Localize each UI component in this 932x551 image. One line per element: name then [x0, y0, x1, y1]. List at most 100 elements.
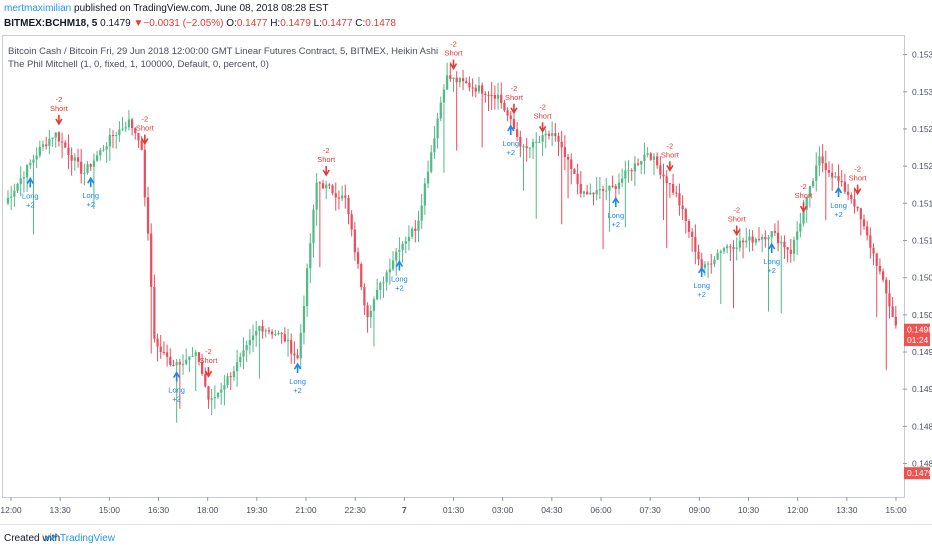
candle-body — [372, 299, 376, 311]
long-signal[interactable]: Long+2 — [82, 176, 99, 209]
candle-body — [554, 133, 557, 137]
short-signal[interactable]: Short-2 — [505, 84, 524, 115]
candle-body — [811, 180, 815, 187]
candle-body — [245, 345, 248, 351]
candle-body — [598, 189, 601, 191]
candle-body — [283, 334, 286, 342]
candle-body — [60, 141, 64, 143]
candle-body — [700, 259, 703, 268]
candle-body — [376, 289, 379, 300]
candle-body — [105, 146, 108, 150]
candle-body — [496, 94, 500, 99]
candle-body — [127, 119, 131, 128]
short-signal[interactable]: Short-2 — [661, 141, 680, 172]
open-value: 0.1477 — [236, 18, 268, 29]
candle-body — [878, 265, 882, 272]
short-label: Short — [505, 93, 524, 102]
short-signal[interactable]: Short-2 — [795, 182, 814, 213]
long-arrow-icon — [698, 266, 706, 277]
short-signal[interactable]: Short-2 — [317, 146, 336, 177]
footer: Created with TradingView — [0, 524, 932, 551]
candle-body — [19, 178, 22, 184]
candle-body — [662, 174, 665, 177]
candle-body — [487, 94, 490, 96]
short-signal[interactable]: Short-2 — [445, 40, 464, 71]
tradingview-brand[interactable]: TradingView — [60, 533, 116, 544]
short-signal[interactable]: Short-2 — [136, 115, 155, 146]
long-label: Long — [693, 281, 710, 290]
long-amount: +2 — [172, 395, 181, 404]
long-signal[interactable]: Long+2 — [693, 266, 710, 299]
price-label-box — [904, 334, 930, 347]
candle-body — [573, 169, 576, 174]
author-link[interactable]: mertmaximilian — [4, 3, 72, 14]
short-arrow-icon — [449, 59, 458, 71]
candle-body — [130, 119, 134, 129]
short-label: Short — [795, 191, 814, 200]
candle-body — [137, 133, 140, 141]
long-signal[interactable]: Long+2 — [763, 242, 780, 275]
candle-body — [481, 85, 484, 94]
long-signal[interactable]: Long+2 — [22, 176, 39, 210]
price-chart[interactable]: Long+2Short-2Long+2Short-2Long+2Short-2L… — [0, 0, 932, 524]
candle-body — [528, 147, 531, 149]
candle-body — [398, 250, 401, 252]
candle-body — [633, 163, 636, 172]
candle-body — [401, 243, 404, 251]
candle-body — [391, 260, 395, 270]
candle-body — [80, 161, 83, 174]
short-label: Short — [661, 150, 680, 159]
candle-body — [194, 352, 197, 356]
x-tick-label: 7 — [402, 505, 407, 515]
candle-body — [831, 172, 834, 178]
candle-body — [792, 239, 796, 254]
y-tick-label: 0.1515 — [912, 198, 932, 208]
candle-body — [776, 232, 780, 244]
long-signal[interactable]: Long+2 — [391, 259, 408, 293]
short-label: Short — [445, 49, 464, 58]
candle-body — [605, 190, 608, 192]
series-legend[interactable]: Bitcoin Cash / Bitcoin Fri, 29 Jun 2018 … — [8, 46, 439, 57]
candle-body — [267, 330, 271, 332]
candle-body — [86, 164, 89, 173]
candle-body — [875, 253, 878, 266]
candle-body — [309, 243, 312, 269]
candle-body — [535, 141, 538, 143]
candle-body — [328, 184, 331, 186]
candle-body — [360, 264, 363, 288]
candle-body — [783, 241, 786, 248]
long-signal[interactable]: Long+2 — [289, 362, 306, 395]
long-label: Long — [607, 211, 624, 220]
x-tick-label: 12:00 — [0, 505, 22, 515]
candle-body — [411, 228, 414, 237]
candle-body — [306, 268, 309, 307]
short-signal[interactable]: Short-2 — [50, 95, 69, 126]
candle-body — [248, 340, 251, 346]
long-signal[interactable]: Long+2 — [168, 371, 185, 404]
candle-body — [6, 197, 10, 204]
candle-body — [506, 110, 509, 116]
indicator-legend[interactable]: The Phil Mitchell (1, 0, fixed, 1, 10000… — [8, 59, 269, 70]
long-amount: +2 — [834, 210, 843, 219]
long-signal[interactable]: Long+2 — [502, 124, 519, 157]
candle-body — [659, 165, 662, 175]
short-signal[interactable]: Short-2 — [200, 347, 219, 378]
short-signal[interactable]: Short-2 — [534, 102, 553, 133]
x-tick-label: 12:00 — [787, 505, 809, 515]
x-tick-label: 01:30 — [443, 505, 465, 515]
candle-body — [449, 75, 452, 80]
candle-body — [236, 362, 239, 372]
long-signal[interactable]: Long+2 — [830, 186, 847, 219]
long-signal[interactable]: Long+2 — [607, 196, 624, 229]
candle-body — [181, 363, 185, 365]
candle-body — [850, 194, 853, 200]
short-signal[interactable]: Short-2 — [728, 206, 747, 237]
candle-body — [611, 185, 614, 187]
candle-body — [713, 259, 716, 265]
candle-body — [675, 192, 678, 194]
short-signal[interactable]: Short-2 — [849, 165, 868, 196]
candle-body — [773, 231, 777, 233]
candle-body — [290, 340, 293, 354]
candle-body — [115, 135, 118, 137]
